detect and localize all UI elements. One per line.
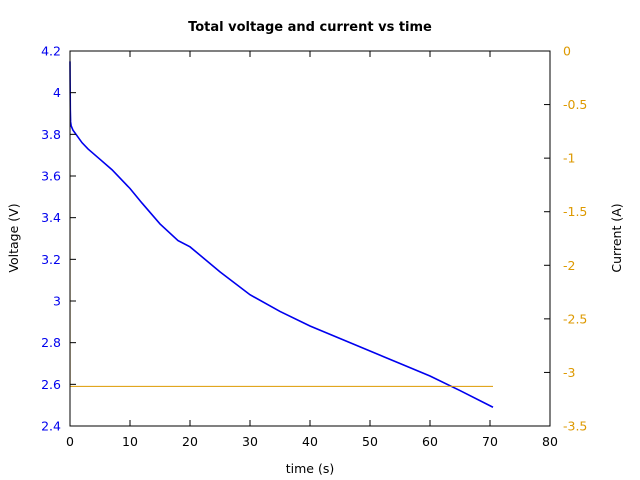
x-tick-label: 20	[182, 434, 198, 449]
x-tick-label: 80	[542, 434, 558, 449]
y2-tick-label: -1.5	[563, 204, 587, 219]
y2-tick-label: -2	[563, 258, 575, 273]
plot-series	[70, 51, 493, 407]
y-tick-label: 3.6	[41, 169, 61, 184]
y-axis-right: 0 -0.5 -1 -1.5 -2 -2.5 -3 -3.5	[544, 44, 587, 434]
x-tick-label: 70	[482, 434, 498, 449]
voltage-series-line	[70, 61, 493, 407]
x-axis: 0 10 20 30 40 50 60 70 80	[66, 51, 558, 449]
y2-tick-label: -1	[563, 151, 575, 166]
x-tick-label: 50	[362, 434, 378, 449]
y-axis-label: Voltage (V)	[6, 203, 21, 272]
y-tick-label: 2.4	[41, 419, 61, 434]
y-tick-label: 4	[53, 85, 61, 100]
chart-title: Total voltage and current vs time	[188, 20, 432, 35]
x-tick-label: 30	[242, 434, 258, 449]
plot-frame	[70, 51, 550, 426]
y-tick-label: 3	[53, 294, 61, 309]
y2-tick-label: -0.5	[563, 97, 587, 112]
x-tick-label: 40	[302, 434, 318, 449]
x-tick-label: 0	[66, 434, 74, 449]
y-tick-label: 4.2	[41, 44, 61, 59]
x-tick-label: 60	[422, 434, 438, 449]
current-series-line	[70, 51, 493, 386]
x-tick-label: 10	[122, 434, 138, 449]
y2-tick-label: -3.5	[563, 419, 587, 434]
y2-tick-label: 0	[563, 44, 571, 59]
y2-tick-label: -3	[563, 365, 575, 380]
y2-axis-label: Current (A)	[609, 203, 624, 272]
y-tick-label: 3.2	[41, 252, 61, 267]
y-tick-label: 3.8	[41, 127, 61, 142]
x-axis-label: time (s)	[286, 461, 334, 476]
y2-tick-label: -2.5	[563, 311, 587, 326]
y-tick-label: 2.6	[41, 377, 61, 392]
y-tick-label: 2.8	[41, 335, 61, 350]
y-tick-label: 3.4	[41, 210, 61, 225]
